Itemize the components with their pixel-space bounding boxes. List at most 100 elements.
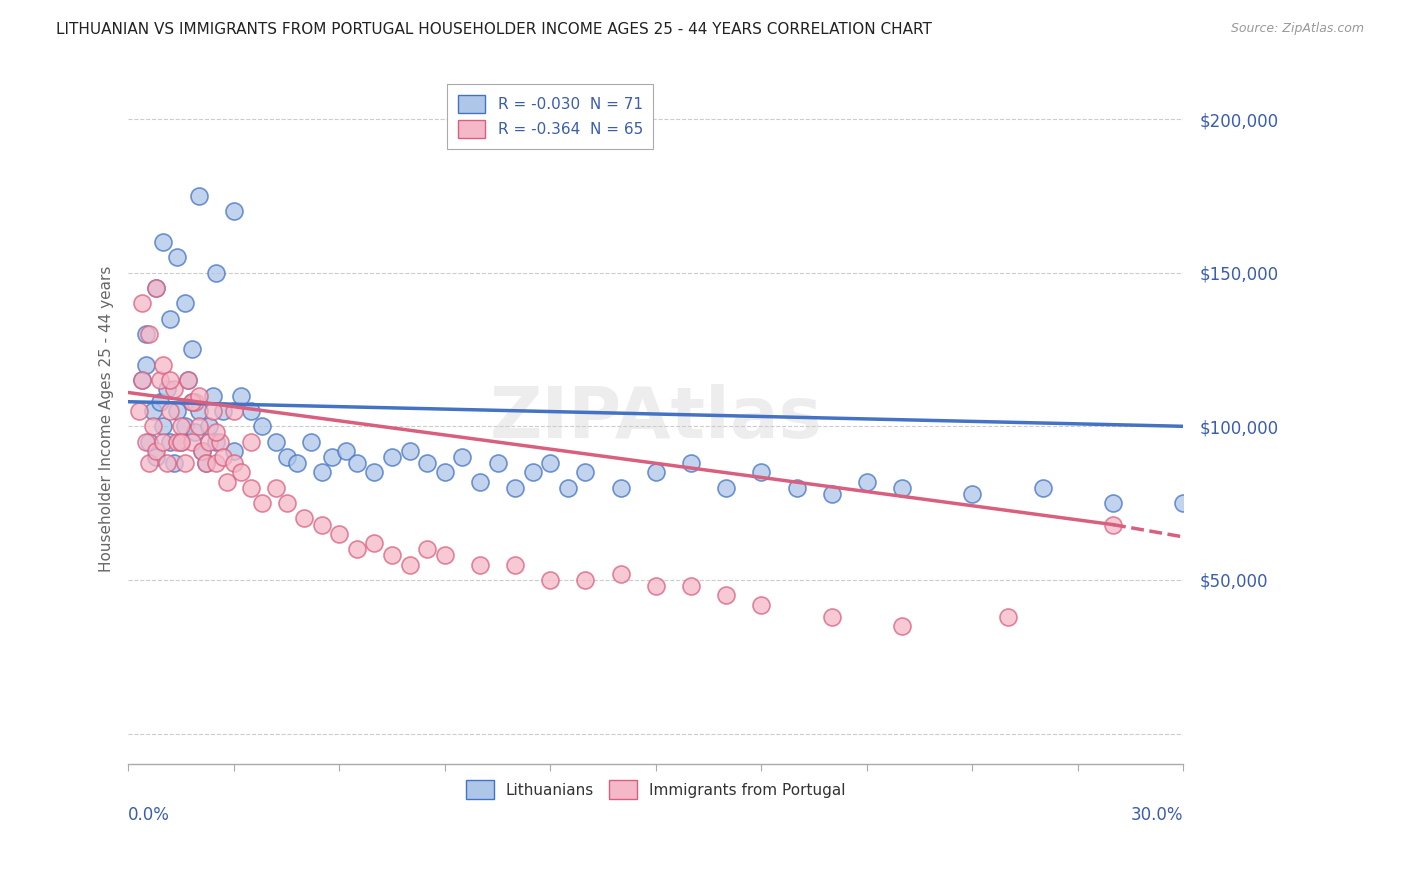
Point: [212, 450, 235, 464]
Point: [250, 419, 273, 434]
Y-axis label: Householder Income Ages 25 - 44 years: Householder Income Ages 25 - 44 years: [100, 266, 114, 572]
Point: [152, 434, 174, 449]
Point: [166, 404, 188, 418]
Point: [180, 394, 202, 409]
Point: [194, 456, 217, 470]
Point: [163, 383, 186, 397]
Point: [205, 434, 228, 449]
Point: [311, 466, 333, 480]
Point: [159, 404, 181, 418]
Point: [240, 434, 263, 449]
Point: [212, 404, 235, 418]
Point: [184, 394, 207, 409]
Point: [363, 466, 385, 480]
Point: [433, 549, 456, 563]
Point: [142, 404, 165, 418]
Point: [451, 450, 474, 464]
Point: [299, 434, 322, 449]
Point: [166, 434, 188, 449]
Point: [398, 443, 420, 458]
Point: [138, 456, 160, 470]
Point: [187, 388, 209, 402]
Point: [416, 456, 439, 470]
Point: [714, 481, 737, 495]
Point: [187, 404, 209, 418]
Point: [194, 456, 217, 470]
Text: ZIPAtlas: ZIPAtlas: [489, 384, 823, 453]
Point: [1102, 517, 1125, 532]
Point: [159, 311, 181, 326]
Point: [201, 404, 224, 418]
Point: [609, 481, 631, 495]
Point: [468, 558, 491, 572]
Point: [321, 450, 343, 464]
Point: [609, 566, 631, 581]
Point: [159, 434, 181, 449]
Point: [173, 296, 195, 310]
Point: [215, 475, 238, 489]
Point: [222, 404, 245, 418]
Point: [131, 373, 153, 387]
Point: [891, 481, 914, 495]
Point: [962, 487, 984, 501]
Point: [538, 456, 561, 470]
Point: [208, 434, 231, 449]
Point: [145, 443, 167, 458]
Point: [381, 450, 404, 464]
Point: [1173, 496, 1195, 510]
Point: [398, 558, 420, 572]
Point: [205, 266, 228, 280]
Legend: Lithuanians, Immigrants from Portugal: Lithuanians, Immigrants from Portugal: [460, 774, 852, 805]
Text: LITHUANIAN VS IMMIGRANTS FROM PORTUGAL HOUSEHOLDER INCOME AGES 25 - 44 YEARS COR: LITHUANIAN VS IMMIGRANTS FROM PORTUGAL H…: [56, 22, 932, 37]
Point: [177, 373, 200, 387]
Point: [191, 443, 214, 458]
Point: [468, 475, 491, 489]
Point: [222, 456, 245, 470]
Point: [184, 425, 207, 440]
Point: [201, 388, 224, 402]
Point: [714, 588, 737, 602]
Point: [679, 456, 702, 470]
Point: [149, 373, 172, 387]
Point: [264, 434, 287, 449]
Point: [135, 434, 157, 449]
Point: [276, 496, 298, 510]
Point: [538, 573, 561, 587]
Point: [1102, 496, 1125, 510]
Point: [229, 466, 252, 480]
Point: [751, 598, 773, 612]
Point: [131, 373, 153, 387]
Text: 30.0%: 30.0%: [1130, 805, 1184, 823]
Point: [163, 456, 186, 470]
Point: [856, 475, 879, 489]
Point: [145, 450, 167, 464]
Point: [335, 443, 357, 458]
Point: [173, 419, 195, 434]
Point: [152, 419, 174, 434]
Point: [821, 487, 844, 501]
Point: [187, 419, 209, 434]
Point: [786, 481, 808, 495]
Point: [264, 481, 287, 495]
Point: [328, 526, 350, 541]
Point: [574, 466, 596, 480]
Point: [381, 549, 404, 563]
Point: [205, 425, 228, 440]
Text: Source: ZipAtlas.com: Source: ZipAtlas.com: [1230, 22, 1364, 36]
Point: [138, 327, 160, 342]
Point: [311, 517, 333, 532]
Point: [644, 466, 666, 480]
Point: [240, 404, 263, 418]
Point: [152, 358, 174, 372]
Point: [486, 456, 509, 470]
Point: [574, 573, 596, 587]
Point: [177, 373, 200, 387]
Point: [229, 388, 252, 402]
Point: [679, 579, 702, 593]
Point: [222, 204, 245, 219]
Point: [180, 434, 202, 449]
Point: [128, 404, 150, 418]
Point: [138, 434, 160, 449]
Point: [557, 481, 579, 495]
Text: 0.0%: 0.0%: [128, 805, 170, 823]
